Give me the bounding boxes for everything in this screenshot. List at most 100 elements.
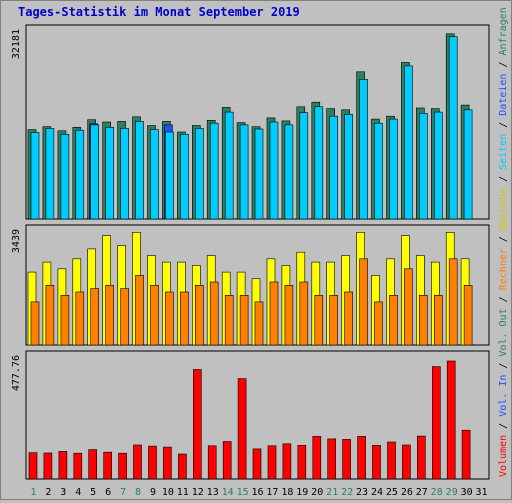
bar-dateien — [195, 128, 204, 220]
x-tick-label: 2 — [45, 487, 51, 498]
bar-dateien — [314, 106, 324, 220]
bar-volumen — [103, 451, 112, 480]
bar-volumen — [327, 438, 337, 480]
x-tick-label: 11 — [177, 487, 189, 498]
bar-rechner — [374, 301, 383, 346]
x-tick-label: 31 — [475, 487, 487, 498]
x-tick-label: 22 — [341, 487, 353, 498]
x-tick-label: 6 — [105, 487, 111, 498]
bar-dateien — [75, 129, 85, 220]
bar-volumen — [207, 445, 217, 480]
bar-dateien — [269, 121, 279, 220]
x-tick-label: 30 — [461, 487, 473, 498]
bar-rechner — [105, 284, 114, 346]
bar-dateien — [30, 132, 40, 220]
bar-dateien — [90, 124, 99, 220]
bar-rechner — [344, 291, 353, 346]
bar-volumen — [387, 441, 396, 480]
bar-rechner — [120, 288, 129, 346]
chart-title: Tages-Statistik im Monat September 2019 — [18, 5, 300, 19]
x-tick-label: 18 — [281, 487, 293, 498]
right-legend-part: / — [498, 170, 509, 188]
bar-dateien — [209, 122, 219, 220]
bar-volumen — [267, 445, 277, 480]
x-tick-label: 12 — [192, 487, 204, 498]
bar-dateien — [224, 111, 234, 220]
bar-dateien — [60, 134, 70, 220]
bar-rechner — [165, 291, 174, 346]
bar-rechner — [269, 281, 279, 346]
bar-rechner — [195, 284, 204, 346]
bar-rechner — [463, 284, 473, 346]
bar-dateien — [284, 124, 294, 220]
x-tick-label: 16 — [251, 487, 263, 498]
bar-rechner — [404, 268, 413, 346]
bar-dateien — [239, 124, 249, 220]
bar-volumen — [357, 436, 366, 480]
bar-volumen — [282, 443, 292, 480]
bar-rechner — [224, 294, 234, 346]
bar-volumen — [402, 444, 411, 480]
right-legend-part: Dateien — [498, 74, 509, 116]
bar-rechner — [90, 288, 99, 346]
bar-dateien — [135, 121, 144, 220]
x-tick-label: 15 — [237, 487, 249, 498]
right-legend-part: Anfragen — [498, 7, 509, 55]
x-tick-label: 4 — [75, 487, 81, 498]
bar-dateien — [180, 134, 189, 220]
bar-dateien — [165, 131, 174, 220]
bar-volumen — [193, 369, 202, 480]
x-tick-label: 25 — [386, 487, 398, 498]
bar-dateien — [448, 36, 458, 220]
right-legend-part: / — [498, 55, 509, 73]
bar-rechner — [448, 258, 458, 346]
right-legend-part: Volumen — [498, 435, 509, 477]
bar-dateien — [329, 115, 339, 220]
bar-volumen — [118, 452, 127, 480]
bar-dateien — [433, 111, 443, 220]
right-legend-part: / — [498, 417, 509, 435]
bar-rechner — [135, 275, 144, 346]
right-legend-label: Volumen / Vol. In / Vol. Out / Rechner /… — [498, 7, 509, 477]
bar-rechner — [45, 284, 55, 346]
bar-dateien — [404, 65, 413, 220]
bar-rechner — [299, 281, 309, 346]
x-tick-label: 20 — [311, 487, 323, 498]
bar-dateien — [45, 128, 55, 220]
bar-rechner — [60, 294, 70, 346]
bar-volumen — [28, 452, 38, 480]
bar-rechner — [314, 294, 324, 346]
x-tick-label: 28 — [431, 487, 443, 498]
bar-volumen — [88, 449, 97, 480]
bar-volumen — [58, 451, 68, 480]
bar-dateien — [254, 128, 264, 220]
bar-rechner — [180, 291, 189, 346]
x-tick-label: 7 — [120, 487, 126, 498]
bar-dateien — [418, 113, 428, 220]
bar-rechner — [209, 281, 219, 346]
x-tick-label: 27 — [416, 487, 428, 498]
x-tick-label: 21 — [326, 487, 338, 498]
x-tick-label: 3 — [60, 487, 66, 498]
bar-dateien — [359, 79, 368, 220]
right-legend-part: Vol. Out — [498, 308, 509, 356]
bar-volumen — [446, 360, 456, 480]
bar-volumen — [372, 444, 381, 480]
x-tick-label: 9 — [150, 487, 156, 498]
x-tick-label: 29 — [446, 487, 458, 498]
bar-volumen — [342, 439, 351, 480]
right-legend-part: / — [498, 230, 509, 248]
bar-volumen — [163, 446, 172, 480]
right-legend-part: Besuche — [498, 188, 509, 230]
y-axis-max-label: 3439 — [11, 229, 22, 253]
x-tick-label: 8 — [135, 487, 141, 498]
bar-rechner — [329, 294, 339, 346]
x-tick-label: 14 — [222, 487, 234, 498]
y-axis-max-label: 32181 — [11, 29, 22, 59]
bar-volumen — [148, 445, 157, 480]
bar-dateien — [344, 114, 353, 220]
bar-dateien — [105, 127, 114, 220]
bar-rechner — [389, 294, 398, 346]
